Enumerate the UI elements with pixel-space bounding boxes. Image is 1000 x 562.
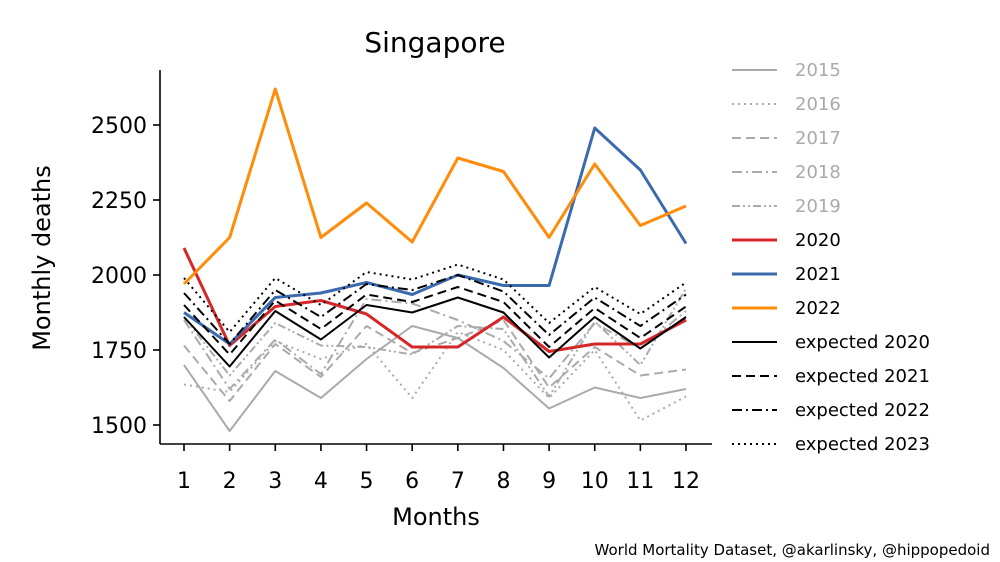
x-tick-label: 10 xyxy=(581,469,609,494)
series-line-2022 xyxy=(182,87,687,286)
series-line-expected-2023 xyxy=(183,263,687,333)
x-tick-label: 5 xyxy=(360,469,374,494)
series-line-expected-2022 xyxy=(183,274,687,345)
legend-label-expected-2023: expected 2023 xyxy=(795,434,930,455)
legend-label-2015: 2015 xyxy=(795,60,841,81)
legend-label-2021: 2021 xyxy=(795,264,841,285)
legend-label-2018: 2018 xyxy=(795,162,841,183)
y-tick-label: 1750 xyxy=(91,339,147,364)
y-tick-label: 1500 xyxy=(91,414,147,439)
series-line-2015 xyxy=(183,325,687,432)
series-line-2017 xyxy=(183,319,687,402)
series-line-expected-2020 xyxy=(183,296,687,368)
x-tick-label: 12 xyxy=(672,469,700,494)
y-axis-label: Monthly deaths xyxy=(28,165,56,351)
y-tick-label: 2000 xyxy=(91,264,147,289)
x-tick-label: 8 xyxy=(496,469,510,494)
x-tick-label: 4 xyxy=(314,469,328,494)
legend: 2015 2016 2017 2018 2019 2020 2021 2022 expected… xyxy=(732,60,930,455)
x-tick-label: 7 xyxy=(451,469,465,494)
x-axis-label: Months xyxy=(392,503,480,531)
series-line-2021 xyxy=(183,126,688,346)
y-ticks: 1500 1750 2000 2250 2500 xyxy=(91,114,160,439)
x-tick-label: 3 xyxy=(268,469,282,494)
x-tick-label: 2 xyxy=(223,469,237,494)
legend-label-2020: 2020 xyxy=(795,230,841,251)
x-tick-label: 6 xyxy=(405,469,419,494)
legend-label-2016: 2016 xyxy=(795,94,841,115)
legend-label-2019: 2019 xyxy=(795,196,841,217)
legend-label-expected-2020: expected 2020 xyxy=(795,332,930,353)
series-line-2016 xyxy=(183,331,687,422)
y-tick-label: 2250 xyxy=(91,189,147,214)
y-tick-label: 2500 xyxy=(91,114,147,139)
x-ticks: 1 2 3 4 5 6 7 8 9 10 11 12 xyxy=(177,444,700,494)
x-tick-label: 1 xyxy=(177,469,191,494)
legend-label-expected-2022: expected 2022 xyxy=(795,400,930,421)
series-line-2020 xyxy=(182,247,687,353)
series-line-expected-2021 xyxy=(183,286,687,356)
legend-label-expected-2021: expected 2021 xyxy=(795,366,930,387)
x-tick-label: 11 xyxy=(626,469,654,494)
series-layer xyxy=(182,87,688,432)
legend-label-2017: 2017 xyxy=(795,128,841,149)
chart-title: Singapore xyxy=(364,26,505,59)
series-line-2019 xyxy=(183,287,687,398)
legend-label-2022: 2022 xyxy=(795,298,841,319)
credit-text: World Mortality Dataset, @akarlinsky, @h… xyxy=(595,541,990,559)
x-tick-label: 9 xyxy=(542,469,556,494)
series-line-2018 xyxy=(183,298,687,390)
